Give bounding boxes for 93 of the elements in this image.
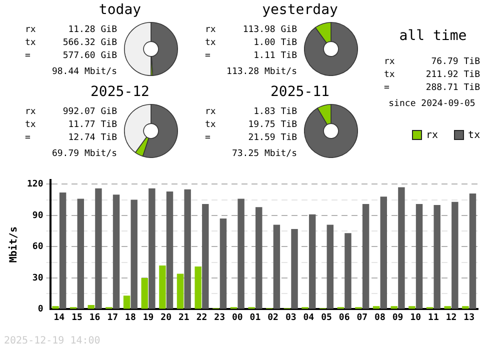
bar — [202, 204, 209, 309]
x-tick-label: 15 — [72, 312, 82, 323]
x-tick-label: 18 — [125, 312, 136, 323]
chart-title: 2025-12 — [89, 84, 150, 100]
bar — [95, 188, 102, 309]
bar — [184, 189, 191, 309]
bar — [159, 265, 166, 309]
text: = 21.59 TiB — [205, 133, 297, 143]
text: tx 566.32 GiB — [25, 38, 117, 48]
x-tick-label: 08 — [374, 312, 386, 323]
x-tick-label: 03 — [285, 312, 296, 323]
text: tx 11.77 TiB — [25, 120, 117, 130]
bar — [462, 306, 469, 309]
x-tick-label: 00 — [232, 312, 243, 323]
x-tick-label: 06 — [338, 312, 350, 323]
bar — [220, 218, 227, 309]
x-tick-label: 23 — [214, 312, 225, 323]
text: tx 19.75 TiB — [205, 120, 297, 130]
text: tx 1.00 TiB — [205, 38, 297, 48]
x-tick-label: 17 — [107, 312, 118, 323]
text: rx 76.79 TiB — [384, 57, 480, 67]
bar — [238, 198, 244, 309]
bar — [308, 214, 316, 309]
bar — [256, 207, 262, 309]
x-tick-label: 11 — [428, 312, 439, 323]
x-tick-label: 20 — [160, 312, 172, 323]
y-axis-title: Mbit/s — [8, 226, 20, 263]
x-tick-label: 12 — [446, 312, 457, 323]
legend-label: tx — [467, 130, 480, 141]
bar — [123, 296, 130, 309]
legend-label: rx — [425, 130, 438, 141]
bar — [88, 305, 95, 309]
bar — [273, 224, 280, 309]
x-tick-label: 10 — [410, 312, 422, 323]
text: = 577.60 GiB — [25, 51, 117, 61]
bar — [148, 188, 156, 309]
text: since 2024-09-05 — [388, 98, 476, 110]
text: rx 113.98 GiB — [205, 25, 297, 35]
bar — [434, 205, 440, 309]
text: 113.28 Mbit/s — [226, 66, 297, 78]
bar — [344, 233, 352, 309]
x-tick-label: 05 — [321, 312, 332, 323]
text: rx 992.07 GiB — [25, 107, 117, 117]
chart-title: yesterday — [261, 2, 339, 18]
x-tick-label: 13 — [464, 312, 475, 323]
bar — [52, 306, 59, 309]
bar — [77, 198, 84, 309]
bar — [469, 194, 476, 309]
y-tick-label: 60 — [32, 242, 44, 252]
text: 73.25 Mbit/s — [230, 148, 297, 160]
bar — [416, 204, 423, 309]
bar — [59, 192, 66, 309]
bar — [141, 278, 148, 309]
bar — [326, 224, 334, 309]
y-tick-label: 90 — [32, 210, 44, 221]
text: = 12.74 TiB — [25, 133, 117, 143]
x-tick-label: 14 — [54, 312, 66, 323]
y-tick-label: 120 — [26, 180, 44, 190]
bar — [444, 306, 451, 309]
x-tick-label: 02 — [268, 312, 278, 323]
x-tick-label: 01 — [250, 312, 261, 323]
x-tick-label: 09 — [392, 312, 404, 323]
text: all time — [398, 28, 468, 44]
text: rx 11.28 GiB — [25, 25, 117, 35]
text: rx 1.83 TiB — [205, 107, 297, 117]
y-tick-label: 30 — [32, 273, 44, 284]
bar — [166, 191, 174, 309]
x-tick-label: 04 — [303, 312, 315, 323]
text: 69.79 Mbit/s — [50, 148, 117, 160]
bar — [176, 274, 184, 309]
chart-title: today — [98, 2, 142, 18]
x-tick-label: 22 — [196, 312, 208, 323]
text: = 1.11 TiB — [205, 51, 297, 61]
text: tx 211.92 TiB — [384, 70, 480, 80]
bar — [380, 196, 387, 309]
x-tick-label: 07 — [356, 312, 368, 323]
bar — [390, 306, 398, 309]
bar — [112, 194, 120, 309]
x-tick-label: 21 — [178, 312, 190, 323]
y-tick-label: 0 — [38, 304, 44, 315]
bar — [291, 228, 298, 309]
bar — [398, 187, 405, 309]
text: = 288.71 TiB — [384, 83, 480, 93]
bar — [362, 204, 370, 309]
chart-title: 2025-11 — [269, 84, 330, 100]
bar — [452, 202, 458, 309]
x-tick-label: 19 — [142, 312, 154, 323]
bar — [408, 306, 416, 309]
bar — [194, 266, 202, 309]
bar — [130, 200, 138, 309]
text: 98.44 Mbit/s — [50, 66, 117, 78]
bar — [372, 306, 380, 309]
x-tick-label: 16 — [89, 312, 100, 323]
